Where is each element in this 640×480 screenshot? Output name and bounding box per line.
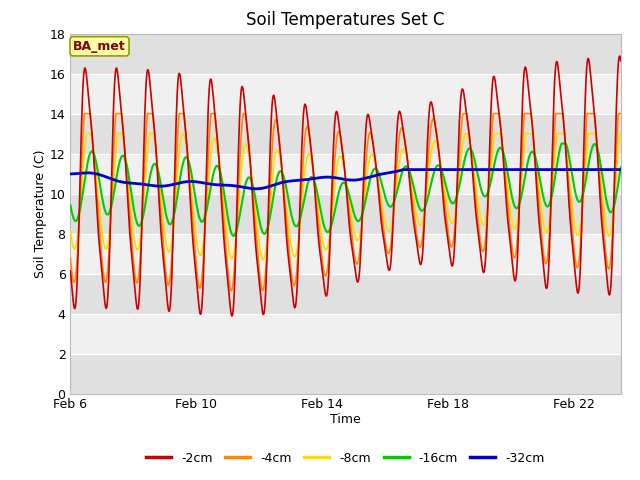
Bar — [70, 313, 621, 354]
Legend: -2cm, -4cm, -8cm, -16cm, -32cm: -2cm, -4cm, -8cm, -16cm, -32cm — [141, 447, 550, 469]
Bar — [70, 193, 621, 234]
Bar — [70, 274, 621, 313]
Text: BA_met: BA_met — [73, 40, 126, 53]
Bar — [70, 34, 621, 73]
Title: Soil Temperatures Set C: Soil Temperatures Set C — [246, 11, 445, 29]
Bar — [70, 73, 621, 114]
Bar — [70, 234, 621, 274]
Bar — [70, 354, 621, 394]
Y-axis label: Soil Temperature (C): Soil Temperature (C) — [34, 149, 47, 278]
Bar — [70, 114, 621, 154]
Bar — [70, 154, 621, 193]
X-axis label: Time: Time — [330, 413, 361, 426]
